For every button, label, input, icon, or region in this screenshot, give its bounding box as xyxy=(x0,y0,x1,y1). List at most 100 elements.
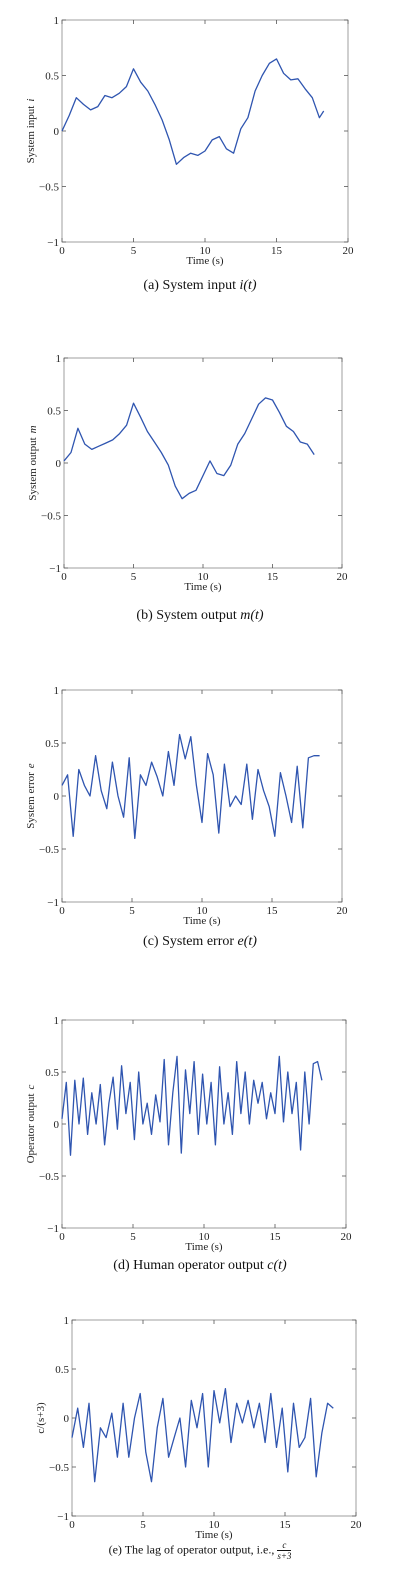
chart-panel-a: 0 5 10 15 20 −1 −0.5 0 0.5 1 Time (s) System input i… xyxy=(0,0,400,316)
series-line xyxy=(71,1387,334,1483)
plot-frame xyxy=(61,1019,347,1229)
y-axis-title-text: System error xyxy=(25,772,37,829)
y-axis-title-text: System input xyxy=(25,106,37,164)
y-tick-label: 0.5 xyxy=(45,1067,59,1079)
caption-math-d: c(t) xyxy=(267,1258,287,1273)
y-tick-label: 0.5 xyxy=(55,1364,69,1376)
y-tick-label: −1 xyxy=(49,563,61,575)
y-tick-label: −0.5 xyxy=(49,1462,69,1474)
x-tick-label: 20 xyxy=(337,571,349,583)
y-tick-label: −1 xyxy=(57,1511,69,1523)
y-tick-label: 1 xyxy=(54,1015,60,1027)
series-line xyxy=(61,1055,323,1156)
y-tick-label: 0 xyxy=(64,1413,70,1425)
y-tick-label: −1 xyxy=(47,237,59,249)
x-tick-label: 10 xyxy=(209,1519,221,1531)
y-tick-label: −0.5 xyxy=(41,511,61,523)
x-tick-label: 15 xyxy=(271,245,283,257)
y-axis-title-text: System output xyxy=(27,437,39,500)
x-axis-title: Time (s) xyxy=(186,255,224,267)
plot-frame xyxy=(71,1319,357,1517)
x-tick-label: 10 xyxy=(198,571,210,583)
y-tick-label: 0 xyxy=(54,791,60,803)
x-axis-title: Time (s) xyxy=(184,581,222,593)
x-axis-title: Time (s) xyxy=(185,1241,223,1253)
x-tick-label: 10 xyxy=(200,245,212,257)
y-tick-label: 0.5 xyxy=(45,71,59,83)
chart-svg-e: 0 5 10 15 20 −1 −0.5 0 0.5 1 Time (s) c/(s+3) xyxy=(35,1315,363,1541)
x-tick-label: 5 xyxy=(131,571,137,583)
x-tick-label: 20 xyxy=(343,245,355,257)
y-tick-label: 1 xyxy=(56,353,62,365)
chart-svg-d: 0 5 10 15 20 −1 −0.5 0 0.5 1 Time (s) Operator outp… xyxy=(25,1015,353,1253)
series-line xyxy=(63,397,315,500)
chart-panel-b: 0 5 10 15 20 −1 −0.5 0 0.5 1 Time (s) System output… xyxy=(0,336,400,652)
chart-panel-c: 0 5 10 15 20 −1 −0.5 0 0.5 1 Time (s) System error e… xyxy=(0,662,400,978)
y-axis-title-var: m xyxy=(27,425,39,433)
y-axis-title: c/(s+3) xyxy=(35,1402,47,1434)
y-axis-title-var: e xyxy=(25,763,37,768)
chart-svg-b: 0 5 10 15 20 −1 −0.5 0 0.5 1 Time (s) System output… xyxy=(27,353,349,593)
caption-math-c: e(t) xyxy=(237,934,257,949)
y-tick-label: 0.5 xyxy=(47,406,61,418)
y-tick-label: −1 xyxy=(47,897,59,909)
chart-svg-a: 0 5 10 15 20 −1 −0.5 0 0.5 1 Time (s) System input i xyxy=(25,15,355,267)
y-axis-title: System error e xyxy=(25,763,37,829)
caption-prefix-d: (d) Human operator output xyxy=(113,1258,268,1273)
y-tick-label: −0.5 xyxy=(39,844,59,856)
caption-frac-num-e: c xyxy=(277,1540,292,1551)
caption-prefix-e: (e) The lag of operator output, i.e., xyxy=(108,1542,278,1557)
chart-svg-c: 0 5 10 15 20 −1 −0.5 0 0.5 1 Time (s) System error e xyxy=(25,685,349,927)
x-tick-label: 0 xyxy=(69,1519,75,1531)
y-tick-label: −1 xyxy=(47,1223,59,1235)
x-tick-label: 0 xyxy=(59,245,65,257)
y-tick-label: 0.5 xyxy=(45,738,59,750)
x-tick-label: 15 xyxy=(280,1519,292,1531)
caption-prefix-c: (c) System error xyxy=(143,934,238,949)
y-axis-title: System input i xyxy=(25,99,37,164)
caption-frac-den-e: s+3 xyxy=(277,1551,292,1561)
y-tick-label: 1 xyxy=(64,1315,70,1327)
caption-prefix-b: (b) System output xyxy=(136,608,241,623)
y-tick-label: −0.5 xyxy=(39,182,59,194)
y-tick-label: −0.5 xyxy=(39,1171,59,1183)
x-tick-label: 15 xyxy=(267,905,279,917)
x-tick-label: 10 xyxy=(199,1231,211,1243)
series-line xyxy=(61,58,325,165)
y-tick-label: 1 xyxy=(54,685,60,697)
chart-caption-c: (c) System error e(t) xyxy=(0,934,400,950)
caption-math-a: i(t) xyxy=(239,278,257,293)
x-tick-label: 15 xyxy=(270,1231,282,1243)
x-tick-label: 20 xyxy=(341,1231,353,1243)
y-axis-title-var: i xyxy=(25,99,37,102)
y-axis-title: System output m xyxy=(27,425,39,500)
caption-fraction-e: c s+3 xyxy=(277,1540,292,1561)
x-tick-label: 5 xyxy=(140,1519,146,1531)
y-tick-label: 1 xyxy=(54,15,60,27)
y-axis-title-var: c xyxy=(25,1084,37,1089)
chart-caption-d: (d) Human operator output c(t) xyxy=(0,1258,400,1274)
x-axis-title: Time (s) xyxy=(183,915,221,927)
x-tick-label: 15 xyxy=(267,571,279,583)
chart-caption-a: (a) System input i(t) xyxy=(0,278,400,294)
x-tick-label: 0 xyxy=(59,905,65,917)
x-tick-label: 20 xyxy=(337,905,349,917)
x-axis-title: Time (s) xyxy=(195,1529,233,1541)
x-tick-label: 0 xyxy=(59,1231,65,1243)
y-axis-title-text: c/(s+3) xyxy=(35,1402,47,1434)
x-tick-label: 5 xyxy=(131,245,137,257)
y-axis-title-text: Operator output xyxy=(25,1093,37,1163)
x-tick-label: 0 xyxy=(61,571,67,583)
x-tick-label: 20 xyxy=(351,1519,363,1531)
plot-frame xyxy=(63,357,343,569)
series-line xyxy=(61,733,320,840)
plot-frame xyxy=(61,19,349,243)
y-tick-label: 0 xyxy=(56,458,62,470)
chart-caption-b: (b) System output m(t) xyxy=(0,608,400,624)
chart-panel-e: 0 5 10 15 20 −1 −0.5 0 0.5 1 Time (s) c/(s+3) (e) T… xyxy=(0,1300,400,1580)
x-tick-label: 5 xyxy=(130,1231,136,1243)
y-tick-label: 0 xyxy=(54,126,60,138)
caption-math-b: m(t) xyxy=(240,608,264,623)
y-axis-title: Operator output c xyxy=(25,1084,37,1163)
